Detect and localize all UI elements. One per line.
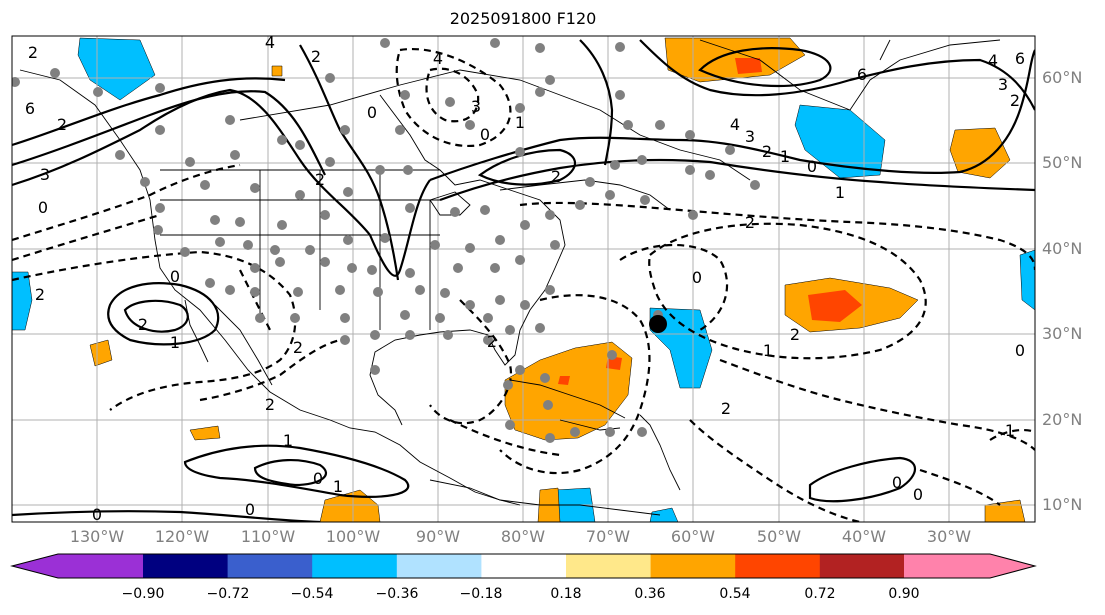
contour-label: 0 xyxy=(807,157,817,176)
lon-label: 30°W xyxy=(926,527,972,546)
contour-label: 1 xyxy=(333,477,343,496)
contour-label: 4 xyxy=(433,49,443,68)
contour-label: 1 xyxy=(1005,421,1015,440)
lon-label: 100°W xyxy=(325,527,381,546)
contour-label: 6 xyxy=(1015,49,1025,68)
colorbar-tick: 0.72 xyxy=(804,586,836,602)
contour-label: 0 xyxy=(38,198,48,217)
colorbar-tick: 0.36 xyxy=(634,586,666,602)
contour-label: 1 xyxy=(780,147,790,166)
anomaly-shading xyxy=(12,37,1035,522)
contour-label: 2 xyxy=(762,142,772,161)
contour-label: 0 xyxy=(1015,341,1025,360)
contour-label: 2 xyxy=(487,332,497,351)
contour-label: 4 xyxy=(988,51,998,70)
contour-label: 4 xyxy=(730,115,740,134)
colorbar-segment xyxy=(481,554,567,578)
contour-label: 1 xyxy=(763,341,773,360)
contour-label: 2 xyxy=(138,315,148,334)
colorbar-tick: 0.54 xyxy=(719,586,751,602)
contour-label: 1 xyxy=(835,183,845,202)
colorbar-segment xyxy=(735,554,821,578)
colorbar-segment xyxy=(227,554,313,578)
lon-label: 70°W xyxy=(585,527,631,546)
colorbar-tick: 0.90 xyxy=(888,586,920,602)
lat-label: 40°N xyxy=(1042,239,1083,258)
contour-label: 2 xyxy=(35,285,45,304)
contour-label: 2 xyxy=(311,47,321,66)
colorbar-tick: −0.18 xyxy=(459,586,503,602)
contour-label: 6 xyxy=(25,99,35,118)
coastlines xyxy=(19,39,1001,516)
contour-label: 0 xyxy=(245,500,255,519)
contour-label: 2 xyxy=(745,213,755,232)
contour-label: 1 xyxy=(283,431,293,450)
contour-label: 3 xyxy=(998,75,1008,94)
colorbar-segment xyxy=(12,554,143,578)
contour-lines-dashed xyxy=(12,48,1035,522)
lat-label: 50°N xyxy=(1042,153,1083,172)
lon-label: 40°W xyxy=(841,527,887,546)
contour-label: 1 xyxy=(515,113,525,132)
contour-label: 4 xyxy=(265,33,275,52)
lon-label: 60°W xyxy=(670,527,716,546)
contour-label: 0 xyxy=(367,103,377,122)
colorbar-segment xyxy=(143,554,229,578)
observation-marker xyxy=(649,315,667,333)
lon-label: 50°W xyxy=(756,527,802,546)
contour-label: 3 xyxy=(40,165,50,184)
contour-labels: 2 4 6 2 3 0 2 6 4 3 2 1 0 1 2 6 4 3 2 0 … xyxy=(25,33,1025,524)
colorbar xyxy=(10,553,1037,579)
colorbar-outline xyxy=(10,553,1037,579)
colorbar-segments xyxy=(12,554,1035,578)
colorbar-tick: −0.54 xyxy=(290,586,334,602)
colorbar-segment xyxy=(396,554,482,578)
contour-label: 0 xyxy=(892,473,902,492)
contour-label: 3 xyxy=(471,97,481,116)
lon-label: 130°W xyxy=(69,527,125,546)
contour-label: 3 xyxy=(745,127,755,146)
colorbar-segment xyxy=(566,554,652,578)
contour-label: 0 xyxy=(692,268,702,287)
colorbar-segment xyxy=(904,554,1035,578)
lat-label: 30°N xyxy=(1042,324,1083,343)
contour-label: 1 xyxy=(170,333,180,352)
contour-label: 0 xyxy=(913,485,923,504)
lat-label: 10°N xyxy=(1042,495,1083,514)
colorbar-tick: −0.72 xyxy=(206,586,250,602)
contour-label: 0 xyxy=(92,505,102,524)
contour-label: 2 xyxy=(293,338,303,357)
lon-label: 90°W xyxy=(415,527,461,546)
contour-label: 6 xyxy=(857,65,867,84)
contour-label: 2 xyxy=(1010,91,1020,110)
contour-label: 2 xyxy=(57,115,67,134)
colorbar-segment xyxy=(650,554,736,578)
contour-label: 2 xyxy=(721,399,731,418)
contour-label: 0 xyxy=(480,125,490,144)
contour-label: 2 xyxy=(551,167,561,186)
contour-label: 0 xyxy=(313,469,323,488)
contour-lines xyxy=(12,39,1035,522)
graticule xyxy=(12,36,1035,522)
map-panel: 2 4 6 2 3 0 2 6 4 3 2 1 0 1 2 6 4 3 2 0 … xyxy=(11,33,1036,524)
contour-label: 0 xyxy=(170,267,180,286)
colorbar-tick: −0.36 xyxy=(375,586,419,602)
contour-label: 2 xyxy=(315,170,325,189)
contour-label: 2 xyxy=(265,395,275,414)
lon-label: 120°W xyxy=(154,527,210,546)
map-frame xyxy=(11,35,1036,523)
colorbar-segment xyxy=(312,554,398,578)
lat-label: 20°N xyxy=(1042,410,1083,429)
lon-label: 80°W xyxy=(500,527,546,546)
plot-title: 2025091800 F120 xyxy=(449,9,597,28)
colorbar-tick: 0.18 xyxy=(550,586,582,602)
colorbar-segment xyxy=(819,554,905,578)
lon-label: 110°W xyxy=(240,527,296,546)
contour-label: 2 xyxy=(790,325,800,344)
sample-points xyxy=(12,38,760,443)
lat-label: 60°N xyxy=(1042,68,1083,87)
contour-label: 2 xyxy=(28,43,38,62)
colorbar-tick: −0.90 xyxy=(121,586,165,602)
